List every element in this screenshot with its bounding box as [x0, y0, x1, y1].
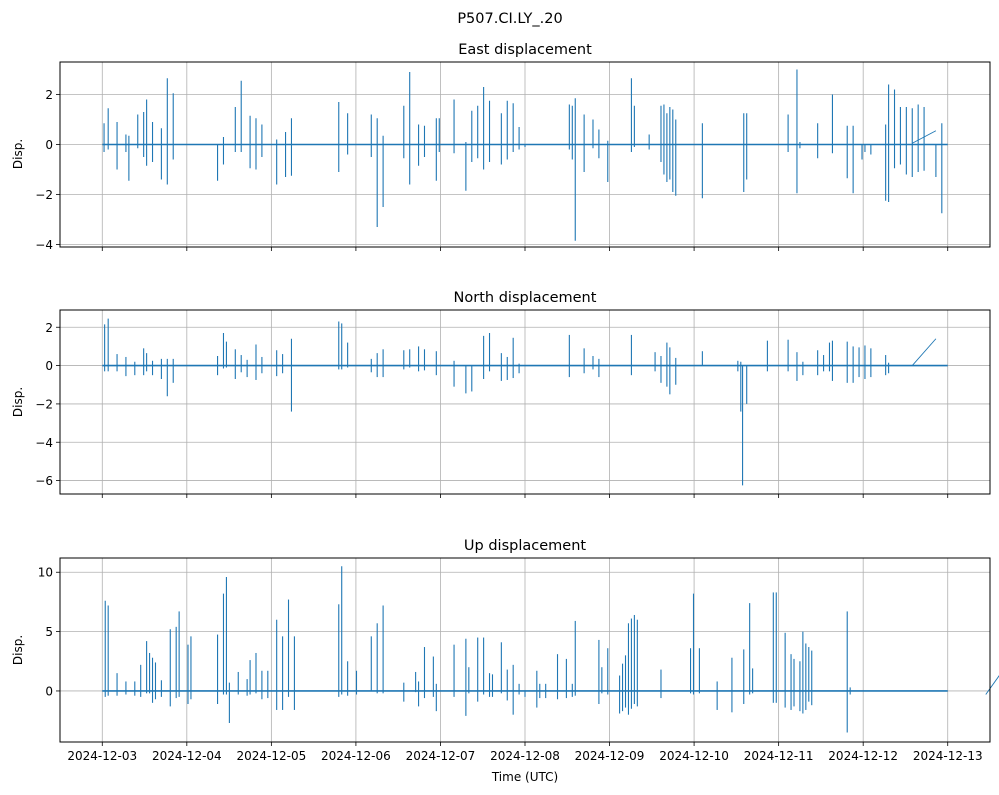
x-tick-label: 2024-12-08 [490, 749, 560, 763]
y-tick-label: 10 [38, 566, 53, 580]
x-tick-label: 2024-12-06 [321, 749, 391, 763]
x-tick-label: 2024-12-05 [236, 749, 306, 763]
x-tick-label: 2024-12-10 [659, 749, 729, 763]
series-ramp [985, 675, 999, 695]
up-panel: Up displacement Disp. 2024-12-03 2024-12-… [11, 538, 999, 763]
y-tick-label: 5 [45, 625, 53, 639]
east-panel: East displacement Disp. −4 −2 0 2 [11, 42, 991, 252]
y-tick-label: 2 [45, 88, 53, 102]
up-panel-title: Up displacement [464, 538, 586, 554]
y-tick-label: −4 [35, 238, 53, 252]
y-tick-label: 0 [45, 138, 53, 152]
north-panel-title: North displacement [454, 290, 597, 306]
axes-frame [59, 557, 991, 743]
figure-title: P507.CI.LY_.20 [457, 11, 562, 27]
y-tick-label: −4 [35, 436, 53, 450]
east-panel-title: East displacement [458, 42, 592, 58]
series-ramp [912, 130, 937, 144]
axes-frame [59, 309, 991, 495]
y-tick-label: 2 [45, 321, 53, 335]
y-tick-label: −2 [35, 188, 53, 202]
up-y-axis-label: Disp. [11, 635, 25, 665]
x-tick-label: 2024-12-11 [744, 749, 814, 763]
x-tick-label: 2024-12-09 [575, 749, 645, 763]
x-axis-label: Time (UTC) [491, 770, 558, 784]
x-tick-label: 2024-12-04 [152, 749, 222, 763]
east-y-axis-label: Disp. [11, 139, 25, 169]
y-tick-label: −6 [35, 474, 53, 488]
north-panel: North displacement Disp. −6 −4 −2 0 2 [11, 290, 991, 498]
north-y-axis-label: Disp. [11, 387, 25, 417]
x-tick-label: 2024-12-13 [913, 749, 983, 763]
y-tick-label: 0 [45, 684, 53, 698]
x-tick-label: 2024-12-12 [828, 749, 898, 763]
axes-frame [59, 61, 991, 248]
x-tick-label: 2024-12-03 [67, 749, 137, 763]
y-tick-label: −2 [35, 397, 53, 411]
x-tick-label: 2024-12-07 [406, 749, 476, 763]
y-tick-label: 0 [45, 359, 53, 373]
series-ramp [911, 338, 937, 366]
